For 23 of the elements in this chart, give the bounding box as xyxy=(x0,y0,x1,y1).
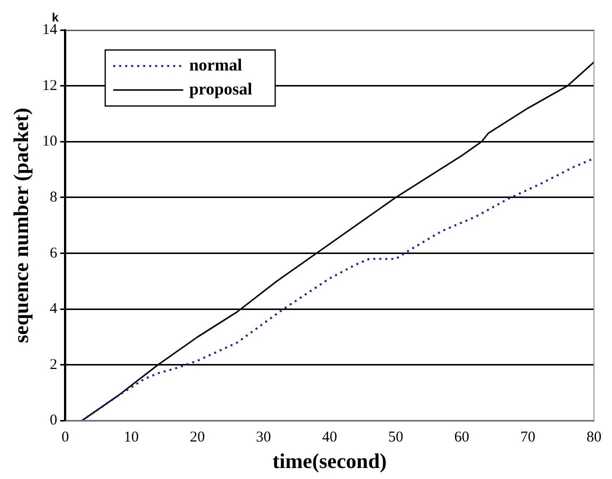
y-tick-label: 8 xyxy=(50,189,58,206)
y-tick-label: 4 xyxy=(50,301,58,318)
legend-label: normal xyxy=(189,55,242,74)
y-tick-label: 12 xyxy=(42,78,58,94)
y-tick-label: 10 xyxy=(42,134,58,150)
y-axis-title: sequence number (packet) xyxy=(9,108,34,344)
x-tick-label: 80 xyxy=(586,430,602,446)
x-tick-label: 50 xyxy=(388,430,404,446)
y-tick-label: 0 xyxy=(50,412,58,429)
y-tick-label: 6 xyxy=(50,245,58,262)
y-tick-label: 2 xyxy=(50,356,58,373)
x-tick-label: 60 xyxy=(454,430,470,446)
x-tick-label: 30 xyxy=(256,430,271,446)
legend-label: proposal xyxy=(189,79,252,98)
x-tick-label: 0 xyxy=(61,430,69,446)
x-tick-label: 20 xyxy=(190,430,205,446)
x-tick-label: 70 xyxy=(520,430,536,446)
x-tick-label: 10 xyxy=(124,430,139,446)
text: k xyxy=(52,10,59,24)
line-series xyxy=(80,157,594,421)
x-tick-label: 40 xyxy=(322,430,338,446)
y-tick-label: 14 xyxy=(42,22,58,38)
x-axis-title: time(second) xyxy=(272,448,387,473)
